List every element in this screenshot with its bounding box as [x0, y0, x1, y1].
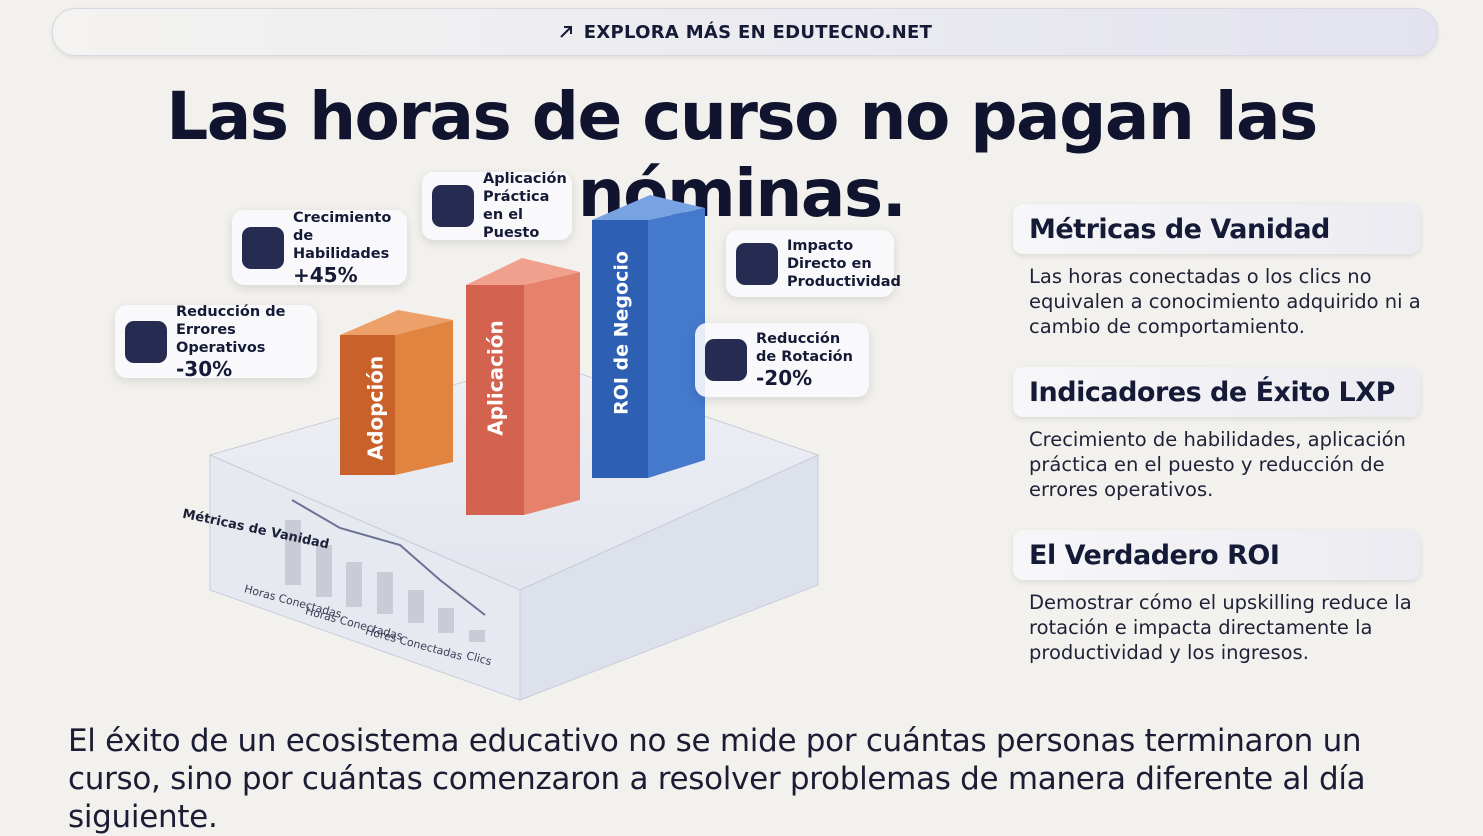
callout: Aplicación Práctica en el Puesto	[422, 171, 572, 241]
callout-label: Reducción de Rotación	[756, 331, 853, 365]
callout: Crecimiento de Habilidades +45%	[232, 209, 407, 287]
page: EXPLORA MÁS EN EDUTECNO.NET Las horas de…	[52, 8, 1438, 835]
callout: Impacto Directo en Productividad	[726, 230, 901, 297]
panel-heading: Métricas de Vanidad	[1013, 204, 1420, 254]
pillar-adopcion: Adopción	[340, 310, 453, 475]
footer-quote: El éxito de un ecosistema educativo no s…	[68, 723, 1366, 835]
callout-label: Aplicación Práctica en el Puesto	[483, 171, 567, 241]
vanity-label: Clics	[465, 649, 493, 668]
banner-text[interactable]: EXPLORA MÁS EN EDUTECNO.NET	[583, 21, 933, 43]
panel-body: Demostrar cómo el upskilling reduce la r…	[1029, 591, 1412, 664]
pillar-label: Aplicación	[484, 320, 508, 436]
callout-value: -20%	[756, 366, 813, 390]
title: Las horas de curso no pagan las nóminas.	[166, 78, 1318, 232]
panel-heading: Indicadores de Éxito LXP	[1013, 367, 1420, 417]
callout-value: +45%	[293, 262, 358, 287]
pillar-roi: ROI de Negocio	[592, 195, 705, 478]
callout-value: -30%	[176, 356, 233, 381]
callout-label: Reducción de Errores Operativos	[176, 303, 286, 356]
callout: Reducción de Errores Operativos -30%	[115, 303, 317, 381]
banner[interactable]: EXPLORA MÁS EN EDUTECNO.NET	[52, 8, 1438, 56]
panel-body: Las horas conectadas o los clics no equi…	[1029, 265, 1421, 338]
icon	[705, 339, 747, 381]
panel-heading: El Verdadero ROI	[1013, 530, 1420, 580]
icon	[125, 320, 167, 363]
pillar-aplicacion: Aplicación	[466, 258, 580, 515]
callout-label: Crecimiento de Habilidades	[293, 209, 392, 262]
icon	[432, 185, 474, 227]
callout-label: Impacto Directo en Productividad	[787, 237, 901, 290]
pillar-label: Adopción	[364, 356, 388, 461]
arrow-icon	[560, 26, 572, 38]
panel-body: Crecimiento de habilidades, aplicación p…	[1029, 428, 1406, 501]
callout: Reducción de Rotación -20%	[695, 323, 869, 397]
pillar-label: ROI de Negocio	[611, 251, 633, 415]
icon	[736, 242, 778, 285]
diagram: Adopción Aplicación ROI de Negocio Métri…	[181, 195, 820, 701]
icon	[242, 226, 284, 269]
